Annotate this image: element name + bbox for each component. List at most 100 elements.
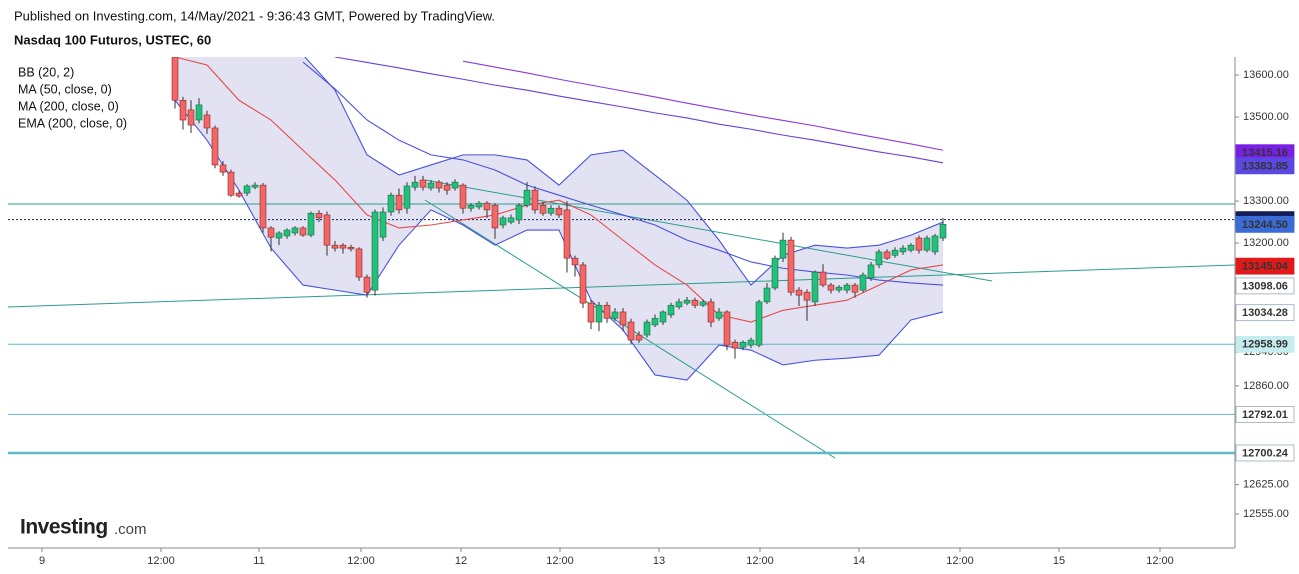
price-label: 12792.01 <box>1242 409 1288 421</box>
candle-body <box>547 207 555 214</box>
candle-body <box>771 257 779 289</box>
candle-body <box>899 247 907 253</box>
candle-body <box>779 239 787 259</box>
candle-body <box>507 217 515 223</box>
candle-body <box>203 114 211 129</box>
candle-body <box>347 246 355 250</box>
x-tick-label: 9 <box>39 555 45 567</box>
indicator-line <box>302 61 944 286</box>
legend: BB (20, 2) MA (50, close, 0) MA (200, clos… <box>18 65 127 130</box>
price-label: 12958.99 <box>1242 339 1288 351</box>
y-tick-label: 12625.00 <box>1243 478 1289 490</box>
candle-body <box>627 321 635 341</box>
candle-body <box>363 276 371 293</box>
bands <box>175 57 943 380</box>
candle-body <box>683 299 691 304</box>
candle-body <box>691 299 699 306</box>
trend-line <box>8 264 1235 308</box>
candle-body <box>867 264 875 279</box>
price-label-box <box>1235 157 1295 175</box>
candle-body <box>651 317 659 326</box>
candle-body <box>491 204 499 229</box>
candle-body <box>435 181 443 189</box>
y-tick-label: 13600.00 <box>1243 69 1289 81</box>
x-tick-label: 12:00 <box>946 555 974 567</box>
price-label-box <box>1235 406 1295 423</box>
price-label: 13244.50 <box>1242 219 1288 231</box>
candle-body <box>355 248 363 278</box>
candle-body <box>187 109 195 126</box>
price-label-box <box>1235 215 1295 233</box>
candle-body <box>635 334 643 341</box>
legend-entry: MA (50, close, 0) <box>18 82 112 96</box>
price-label-box <box>1235 304 1295 322</box>
x-tick-label: 12:00 <box>746 555 774 567</box>
legend-entry: EMA (200, close, 0) <box>18 116 127 130</box>
price-label: 13383.85 <box>1242 160 1288 172</box>
price-label: 13034.28 <box>1242 307 1288 319</box>
candle-body <box>843 284 851 291</box>
candle-body <box>875 251 883 266</box>
band-fill <box>175 57 943 380</box>
indicator-line <box>334 57 944 164</box>
candle-body <box>339 244 347 249</box>
candle-body <box>643 321 651 336</box>
candle-body <box>251 184 259 188</box>
candle-body <box>195 104 203 121</box>
y-tick-label: 12555.00 <box>1243 508 1289 520</box>
candle-body <box>763 287 771 303</box>
price-label-box <box>1235 277 1295 295</box>
candle-body <box>291 227 299 234</box>
price-label: 13098.06 <box>1242 280 1288 292</box>
candle-body <box>659 311 667 323</box>
candle-body <box>539 204 547 214</box>
brand-suffix: .com <box>114 521 147 538</box>
candle-body <box>563 209 571 259</box>
candle-body <box>379 211 387 238</box>
band-lower <box>174 99 944 381</box>
y-tick-label: 12860.00 <box>1243 380 1289 392</box>
candle-body <box>171 57 179 101</box>
candle-body <box>531 189 539 211</box>
candle-body <box>579 264 587 304</box>
candle-body <box>907 244 915 251</box>
x-tick-label: 13 <box>653 555 665 567</box>
candle-body <box>395 194 403 211</box>
candle-body <box>819 271 827 286</box>
candle-body <box>747 339 755 346</box>
candle-body <box>499 217 507 226</box>
candle-body <box>419 179 427 188</box>
price-label: 12700.24 <box>1242 447 1289 459</box>
candle-body <box>707 301 715 323</box>
candle-body <box>571 257 579 266</box>
x-tick-label: 12:00 <box>1146 555 1174 567</box>
candle-body <box>411 181 419 188</box>
candle-body <box>443 184 451 191</box>
candle-body <box>267 227 275 238</box>
price-label: 13145.04 <box>1242 261 1289 273</box>
candle-body <box>859 274 867 291</box>
subtitle: Published on Investing.com, 14/May/2021 … <box>14 8 495 23</box>
candle-body <box>387 194 395 213</box>
candle-body <box>323 214 331 246</box>
x-tick-label: 12:00 <box>147 555 175 567</box>
candle-body <box>619 311 627 326</box>
candle-body <box>723 311 731 346</box>
band-upper <box>304 57 944 286</box>
candle-body <box>715 311 723 319</box>
trend-line <box>424 179 993 282</box>
x-tick-label: 15 <box>1053 555 1065 567</box>
candle-body <box>259 184 267 229</box>
candle-body <box>827 284 835 291</box>
candle-body <box>315 212 323 219</box>
candle-body <box>811 271 819 303</box>
x-tick-label: 11 <box>253 555 264 567</box>
candle-body <box>235 192 243 197</box>
candle-body <box>923 237 931 251</box>
candle-body <box>403 185 411 209</box>
plot-area <box>8 57 1235 459</box>
x-tick-label: 12:00 <box>347 555 375 567</box>
candle-body <box>915 237 923 251</box>
candle-body <box>883 251 891 259</box>
candle-body <box>555 207 563 216</box>
